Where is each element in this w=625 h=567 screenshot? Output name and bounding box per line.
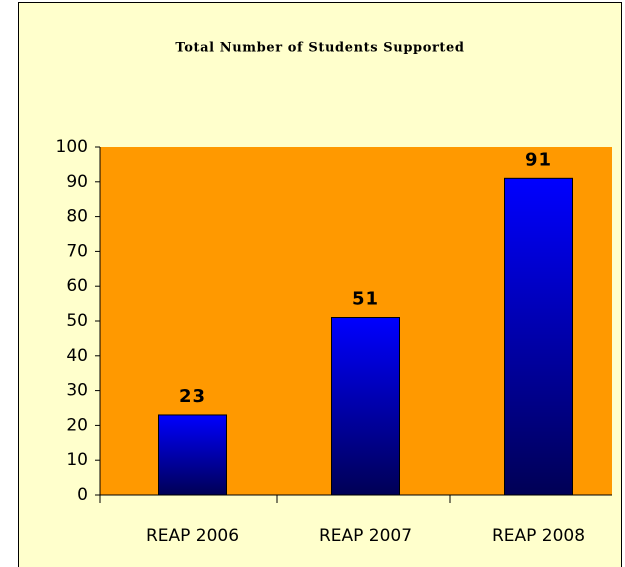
value-label: 51 [352,289,379,310]
value-label: 23 [179,386,206,407]
chart-title: Total Number of Students Supported [175,41,464,56]
y-tick-label: 100 [56,137,88,157]
bar [331,317,400,496]
y-tick-label: 50 [66,311,88,331]
y-tick-label: 10 [66,450,88,470]
x-tick-label: REAP 2007 [319,526,412,546]
bar [158,414,227,496]
y-tick-label: 30 [66,381,88,401]
y-tick-label: 20 [66,415,88,435]
y-tick-label: 80 [66,207,88,227]
y-tick-label: 0 [77,485,88,505]
x-tick-label: REAP 2008 [492,526,585,546]
y-tick-label: 70 [66,241,88,261]
y-tick-label: 60 [66,276,88,296]
x-tick-label: REAP 2006 [146,526,239,546]
value-label: 91 [525,149,552,170]
y-tick-label: 40 [66,346,88,366]
y-tick-label: 90 [66,172,88,192]
bar [504,177,573,496]
